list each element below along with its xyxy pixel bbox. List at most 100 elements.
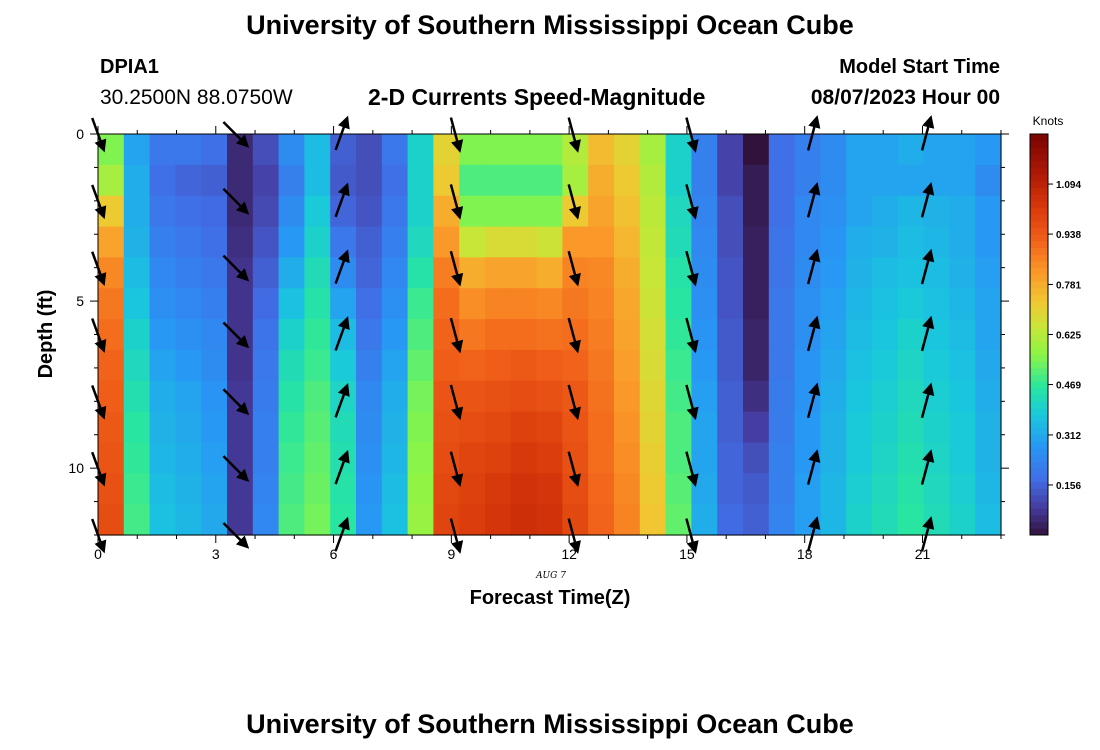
- y-tick-label: 5: [76, 293, 84, 309]
- heatmap-cell: [665, 134, 692, 166]
- heatmap-cell: [975, 504, 1002, 536]
- colorbar-segment: [1030, 408, 1048, 416]
- heatmap-cell: [588, 411, 615, 444]
- heatmap-cell: [510, 226, 538, 258]
- heatmap-cell: [820, 288, 847, 320]
- heatmap-cell: [459, 226, 486, 258]
- heatmap-cell: [897, 411, 925, 444]
- heatmap-cell: [304, 349, 331, 382]
- colorbar-segment: [1030, 314, 1048, 322]
- heatmap-cell: [278, 411, 305, 444]
- heatmap-cell: [975, 380, 1002, 413]
- heatmap-cell: [949, 288, 976, 320]
- heatmap-cell: [407, 319, 434, 351]
- heatmap-cell: [588, 504, 615, 536]
- heatmap-cell: [691, 442, 718, 474]
- heatmap-cell: [588, 319, 615, 351]
- heatmap-cell: [923, 442, 950, 474]
- heatmap-cell: [407, 164, 434, 197]
- heatmap-cell: [639, 380, 667, 413]
- heatmap-cell: [330, 226, 357, 258]
- y-axis-title: Depth (ft): [35, 290, 57, 379]
- heatmap-cell: [304, 195, 331, 228]
- heatmap-cell: [588, 349, 615, 382]
- heatmap-cell: [949, 319, 976, 351]
- heatmap-cell: [175, 257, 202, 289]
- heatmap-cell: [433, 473, 460, 505]
- main-title: University of Southern Mississippi Ocean…: [246, 10, 854, 40]
- heatmap-cell: [794, 257, 821, 289]
- heatmap-cell: [123, 164, 151, 197]
- heatmap-cell: [149, 380, 176, 413]
- colorbar-segment: [1030, 401, 1048, 409]
- colorbar-segment: [1030, 448, 1048, 456]
- heatmap-cell: [381, 257, 409, 289]
- heatmap-cell: [975, 349, 1002, 382]
- heatmap-cell: [485, 257, 512, 289]
- colorbar-segment: [1030, 247, 1048, 255]
- heatmap-cell: [149, 134, 176, 166]
- heatmap-cell: [278, 380, 305, 413]
- heatmap-cell: [356, 164, 383, 197]
- heatmap-cell: [820, 349, 847, 382]
- heatmap-cell: [201, 349, 228, 382]
- heatmap-cell: [536, 257, 563, 289]
- heatmap-cell: [381, 134, 409, 166]
- heatmap-cell: [227, 411, 254, 444]
- heatmap-cell: [743, 411, 770, 444]
- heatmap-cell: [459, 319, 486, 351]
- heatmap-cell: [768, 226, 796, 258]
- current-vector-arrow: [222, 254, 250, 282]
- colorbar-segment: [1030, 240, 1048, 249]
- heatmap-cell: [768, 134, 796, 166]
- heatmap-cell: [820, 226, 847, 258]
- heatmap-cell: [691, 195, 718, 228]
- current-vector-arrow: [806, 449, 821, 485]
- heatmap-cell: [252, 195, 280, 228]
- current-vector-arrow: [222, 187, 250, 215]
- heatmap-cell: [794, 349, 821, 382]
- heatmap-cell: [588, 257, 615, 289]
- heatmap-cell: [278, 349, 305, 382]
- x-tick-label: 18: [797, 546, 813, 562]
- heatmap-cell: [278, 288, 305, 320]
- heatmap-cell: [356, 288, 383, 320]
- current-vector-arrow: [685, 184, 699, 220]
- x-tick-label: 15: [679, 546, 695, 562]
- heatmap-cell: [278, 504, 305, 536]
- heatmap-cell: [201, 134, 228, 166]
- heatmap-cell: [227, 349, 254, 382]
- heatmap-cell: [639, 257, 667, 289]
- heatmap-cell: [768, 380, 796, 413]
- heatmap-cell: [485, 504, 512, 536]
- heatmap-cell: [743, 442, 770, 474]
- heatmap-cell: [123, 380, 151, 413]
- heatmap-cell: [381, 411, 409, 444]
- heatmap-cell: [923, 473, 950, 505]
- heatmap-cell: [639, 226, 667, 258]
- colorbar-tick-label: 0.156: [1056, 481, 1081, 492]
- heatmap-cell: [536, 319, 563, 351]
- heatmap-cell: [717, 442, 744, 474]
- heatmap-cell: [459, 134, 486, 166]
- heatmap-cell: [201, 442, 228, 474]
- x-tick-label: 0: [94, 546, 102, 562]
- heatmap-cell: [149, 164, 176, 197]
- current-vector-arrow: [685, 384, 699, 421]
- colorbar-segment: [1030, 454, 1048, 462]
- heatmap-cell: [304, 134, 331, 166]
- heatmap-cell: [872, 257, 899, 289]
- heatmap-cell: [897, 380, 925, 413]
- heatmap-cell: [536, 473, 563, 505]
- heatmap-cell: [872, 134, 899, 166]
- heatmap-cell: [278, 134, 305, 166]
- heatmap-cell: [175, 504, 202, 536]
- heatmap-cell: [872, 349, 899, 382]
- colorbar-segment: [1030, 414, 1048, 422]
- colorbar-segment: [1030, 494, 1048, 503]
- heatmap-cell: [975, 288, 1002, 320]
- heatmap-cell: [588, 226, 615, 258]
- heatmap-cell: [407, 195, 434, 228]
- heatmap-cell: [743, 164, 770, 197]
- heatmap-cell: [794, 164, 821, 197]
